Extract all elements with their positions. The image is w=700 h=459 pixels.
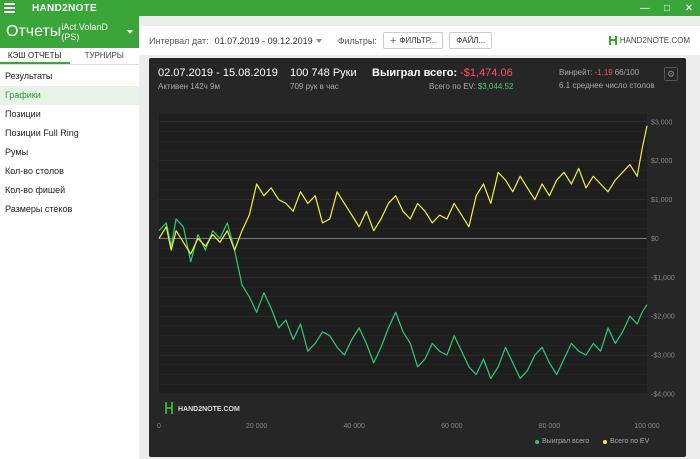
x-tick-label: 40 000: [343, 423, 365, 430]
minimize-button[interactable]: —: [640, 2, 650, 14]
total-won-label: Выиграл всего:: [372, 67, 458, 79]
winrate-value: -1.19: [594, 68, 613, 77]
graph-panel: -$4,000 -$3,000 -$2,000 -$1,000 $0 $1,000 $2,0…: [149, 58, 686, 457]
legend-dot-won: [535, 439, 539, 444]
sidebar-item-table-count[interactable]: Кол-во столов: [5, 166, 64, 176]
date-range-value: 01.07.2019 - 09.12.2019: [214, 35, 313, 46]
reports-header: Отчеты iAct.VolanD (PS): [0, 16, 139, 48]
gear-icon[interactable]: ⚙: [664, 67, 678, 81]
winrate-label: Винрейт:: [559, 68, 593, 77]
maximize-button[interactable]: □: [663, 2, 671, 14]
app-name: HAND2NOTE: [32, 2, 97, 14]
plot-area: [159, 114, 647, 394]
page-title: Отчеты: [6, 23, 62, 40]
y-tick-label: -$1,000: [651, 275, 675, 282]
hands-per-hour: 709 рук в час: [290, 82, 339, 91]
title-bar: HAND2NOTE — □ ✕: [0, 0, 700, 16]
tab-tournaments[interactable]: ТУРНИРЫ: [84, 51, 124, 60]
filters-label: Фильтры:: [337, 35, 377, 46]
x-tick-label: 0: [157, 423, 161, 430]
legend-label-ev: Всего по EV: [610, 438, 650, 445]
sidebar-item-positions-full-ring[interactable]: Позиции Full Ring: [5, 128, 79, 138]
total-ev: Всего по EV: $3,044.52: [429, 82, 513, 91]
chevron-down-icon: [315, 38, 322, 43]
profile-name: iAct.VolanD (PS): [61, 22, 108, 42]
total-won-value: -$1,474.06: [460, 67, 513, 79]
y-tick-label: $1,000: [651, 197, 673, 204]
menu-icon[interactable]: [4, 0, 20, 16]
date-range-picker[interactable]: 01.07.2019 - 09.12.2019: [215, 36, 322, 46]
series-line-ev: [158, 125, 648, 255]
brand-logo: HAND2NOTE.COM: [608, 36, 690, 45]
plus-icon: +: [389, 34, 397, 47]
x-tick-label: 80 000: [539, 423, 561, 430]
close-button[interactable]: ✕: [684, 2, 694, 14]
sidebar-item-chip-count[interactable]: Кол-во фишей: [5, 185, 66, 195]
legend-label-won: Выиграл всего: [542, 438, 590, 445]
legend-item-ev[interactable]: Всего по EV: [603, 438, 649, 445]
sidebar-item-stack-sizes[interactable]: Размеры стеков: [5, 204, 73, 214]
y-tick-label: -$2,000: [651, 314, 675, 321]
hands-count: 100 748 Руки: [290, 67, 357, 79]
watermark-text: HAND2NOTE.COM: [178, 406, 240, 413]
y-tick-label: -$4,000: [651, 392, 675, 399]
winrate-suffix: 66/100: [614, 68, 640, 77]
file-button-label: ФАЙЛ...: [456, 36, 486, 45]
winrate: Винрейт: -1.19 66/100: [559, 68, 639, 77]
y-tick-label: -$3,000: [651, 353, 675, 360]
tab-cash-reports[interactable]: КЭШ ОТЧЕТЫ: [0, 48, 70, 64]
y-tick-label: $0: [651, 236, 659, 243]
legend-dot-ev: [603, 439, 607, 444]
watermark: HAND2NOTE.COM: [165, 402, 240, 414]
y-tick-label: $3,000: [651, 119, 673, 126]
x-tick-label: 100 000: [634, 423, 659, 430]
avg-tables: 6.1 среднее число столов: [559, 81, 655, 90]
interval-label: Интервал дат:: [149, 35, 209, 46]
logo-icon: [608, 36, 617, 45]
x-tick-label: 60 000: [441, 423, 463, 430]
chevron-down-icon: [127, 30, 133, 34]
file-button[interactable]: ФАЙЛ...: [449, 32, 493, 49]
date-range: 02.07.2019 - 15.08.2019: [158, 67, 278, 79]
y-tick-label: $2,000: [651, 158, 673, 165]
filter-button[interactable]: + ФИЛЬТР...: [382, 32, 444, 49]
window-controls: — □ ✕: [634, 0, 700, 16]
sidebar-tabs: КЭШ ОТЧЕТЫ ТУРНИРЫ: [0, 48, 139, 65]
sidebar-item-positions[interactable]: Позиции: [5, 109, 41, 119]
report-menu: Результаты Графики Позиции Позиции Full …: [0, 67, 139, 219]
logo-text: HAND2NOTE.COM: [619, 36, 690, 45]
profile-selector[interactable]: iAct.VolanD (PS): [61, 22, 133, 42]
sidebar-item-graphs[interactable]: Графики: [0, 86, 139, 105]
sidebar-item-rooms[interactable]: Румы: [5, 147, 29, 157]
active-time: Активен 142ч 9м: [158, 82, 220, 91]
legend-item-won[interactable]: Выиграл всего: [535, 438, 589, 445]
total-ev-value: $3,044.52: [477, 82, 514, 91]
results-chart: -$4,000 -$3,000 -$2,000 -$1,000 $0 $1,000 $2,0…: [157, 114, 675, 430]
filter-button-label: ФИЛЬТР...: [399, 36, 437, 45]
total-ev-label: Всего по EV:: [429, 82, 476, 91]
toolbar: Интервал дат: 01.07.2019 - 09.12.2019 Фи…: [139, 26, 700, 55]
series-line-won: [158, 218, 648, 379]
sidebar-item-results[interactable]: Результаты: [5, 71, 53, 81]
sidebar: КЭШ ОТЧЕТЫ ТУРНИРЫ Результаты Графики По…: [0, 48, 139, 459]
x-tick-label: 20 000: [246, 423, 268, 430]
total-won: Выиграл всего: -$1,474.06: [372, 67, 513, 79]
